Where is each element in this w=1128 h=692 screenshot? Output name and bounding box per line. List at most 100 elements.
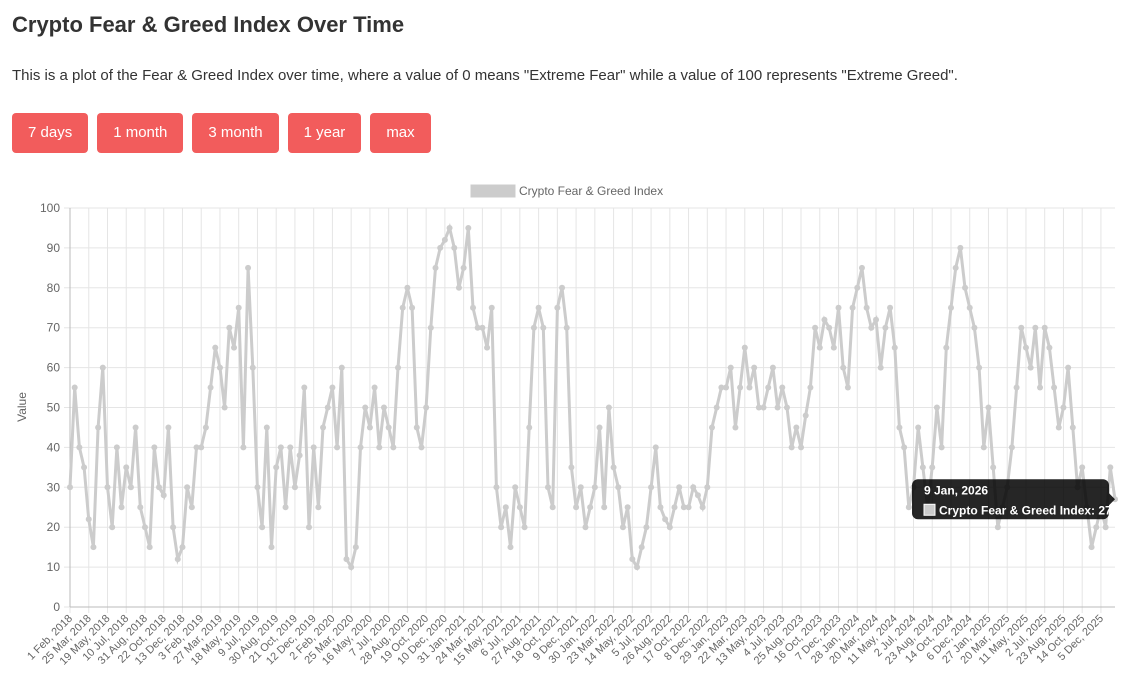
range-button[interactable]: 1 month	[97, 113, 184, 153]
data-point	[966, 304, 973, 311]
data-point	[249, 364, 256, 371]
y-tick-label: 0	[53, 600, 60, 614]
data-point	[634, 564, 641, 571]
y-tick-label: 70	[47, 321, 61, 335]
y-tick-label: 90	[47, 241, 61, 255]
data-point	[788, 444, 795, 451]
data-point	[1069, 424, 1076, 431]
data-point	[568, 464, 575, 471]
data-point	[493, 484, 500, 491]
data-point	[488, 304, 495, 311]
data-point	[507, 544, 514, 551]
data-point	[798, 444, 805, 451]
data-point	[751, 364, 758, 371]
data-point	[863, 304, 870, 311]
data-point	[282, 504, 289, 511]
data-point	[868, 324, 875, 331]
data-point	[81, 464, 88, 471]
data-point	[549, 504, 556, 511]
data-point	[474, 324, 481, 331]
y-tick-label: 10	[47, 560, 61, 574]
data-point	[718, 384, 725, 391]
range-button[interactable]: 3 month	[192, 113, 279, 153]
data-point	[873, 316, 880, 323]
data-point	[184, 484, 191, 491]
data-point	[1051, 384, 1058, 391]
data-point	[830, 344, 837, 351]
data-point	[156, 484, 163, 491]
data-point	[826, 324, 833, 331]
data-point	[71, 384, 78, 391]
data-point	[774, 404, 781, 411]
data-point	[334, 444, 341, 451]
data-point	[245, 264, 252, 271]
data-point	[615, 484, 622, 491]
data-point	[835, 304, 842, 311]
tooltip: 9 Jan, 2026 Crypto Fear & Greed Index: 27	[912, 479, 1115, 520]
page-title: Crypto Fear & Greed Index Over Time	[12, 12, 405, 37]
data-point	[708, 424, 715, 431]
data-point	[1055, 424, 1062, 431]
data-point	[887, 304, 894, 311]
data-point	[132, 424, 139, 431]
data-point	[324, 404, 331, 411]
data-point	[943, 344, 950, 351]
data-point	[840, 364, 847, 371]
data-point	[357, 444, 364, 451]
y-axis-label: Value	[15, 392, 29, 422]
data-point	[577, 484, 584, 491]
data-point	[877, 364, 884, 371]
data-point	[512, 484, 519, 491]
legend-label: Crypto Fear & Greed Index	[519, 184, 663, 198]
data-point	[643, 524, 650, 531]
range-button[interactable]: 1 year	[287, 113, 362, 153]
data-point	[437, 244, 444, 251]
data-point	[812, 324, 819, 331]
data-point	[521, 524, 528, 531]
data-point	[113, 444, 120, 451]
data-point	[104, 484, 111, 491]
range-button[interactable]: max	[370, 113, 431, 153]
data-point	[746, 384, 753, 391]
data-point	[1088, 544, 1095, 551]
data-point	[821, 316, 828, 323]
data-point	[727, 364, 734, 371]
data-point	[994, 524, 1001, 531]
data-point	[118, 504, 125, 511]
data-point	[849, 304, 856, 311]
data-point	[783, 404, 790, 411]
y-tick-label: 50	[47, 401, 61, 415]
data-point	[1027, 364, 1034, 371]
data-point	[1013, 384, 1020, 391]
data-point	[516, 504, 523, 511]
data-point	[348, 564, 355, 571]
data-point	[390, 444, 397, 451]
data-point	[976, 364, 983, 371]
data-point	[329, 384, 336, 391]
data-point	[662, 516, 669, 523]
data-point	[699, 504, 706, 511]
data-point	[315, 504, 322, 511]
data-point	[980, 444, 987, 451]
data-point	[732, 424, 739, 431]
data-point	[1107, 464, 1114, 471]
data-point	[90, 544, 97, 551]
data-point	[226, 324, 233, 331]
data-point	[1041, 324, 1048, 331]
data-point	[432, 264, 439, 271]
range-button[interactable]: 7 days	[12, 113, 89, 153]
data-point	[240, 444, 247, 451]
y-tick-label: 80	[47, 281, 61, 295]
data-point	[371, 384, 378, 391]
data-point	[362, 404, 369, 411]
legend-swatch	[470, 184, 516, 198]
data-point	[765, 384, 772, 391]
data-point	[277, 444, 284, 451]
data-point	[540, 324, 547, 331]
y-tick-label: 30	[47, 480, 61, 494]
data-point	[901, 444, 908, 451]
data-point	[165, 424, 172, 431]
data-point	[587, 504, 594, 511]
data-point	[446, 224, 453, 231]
